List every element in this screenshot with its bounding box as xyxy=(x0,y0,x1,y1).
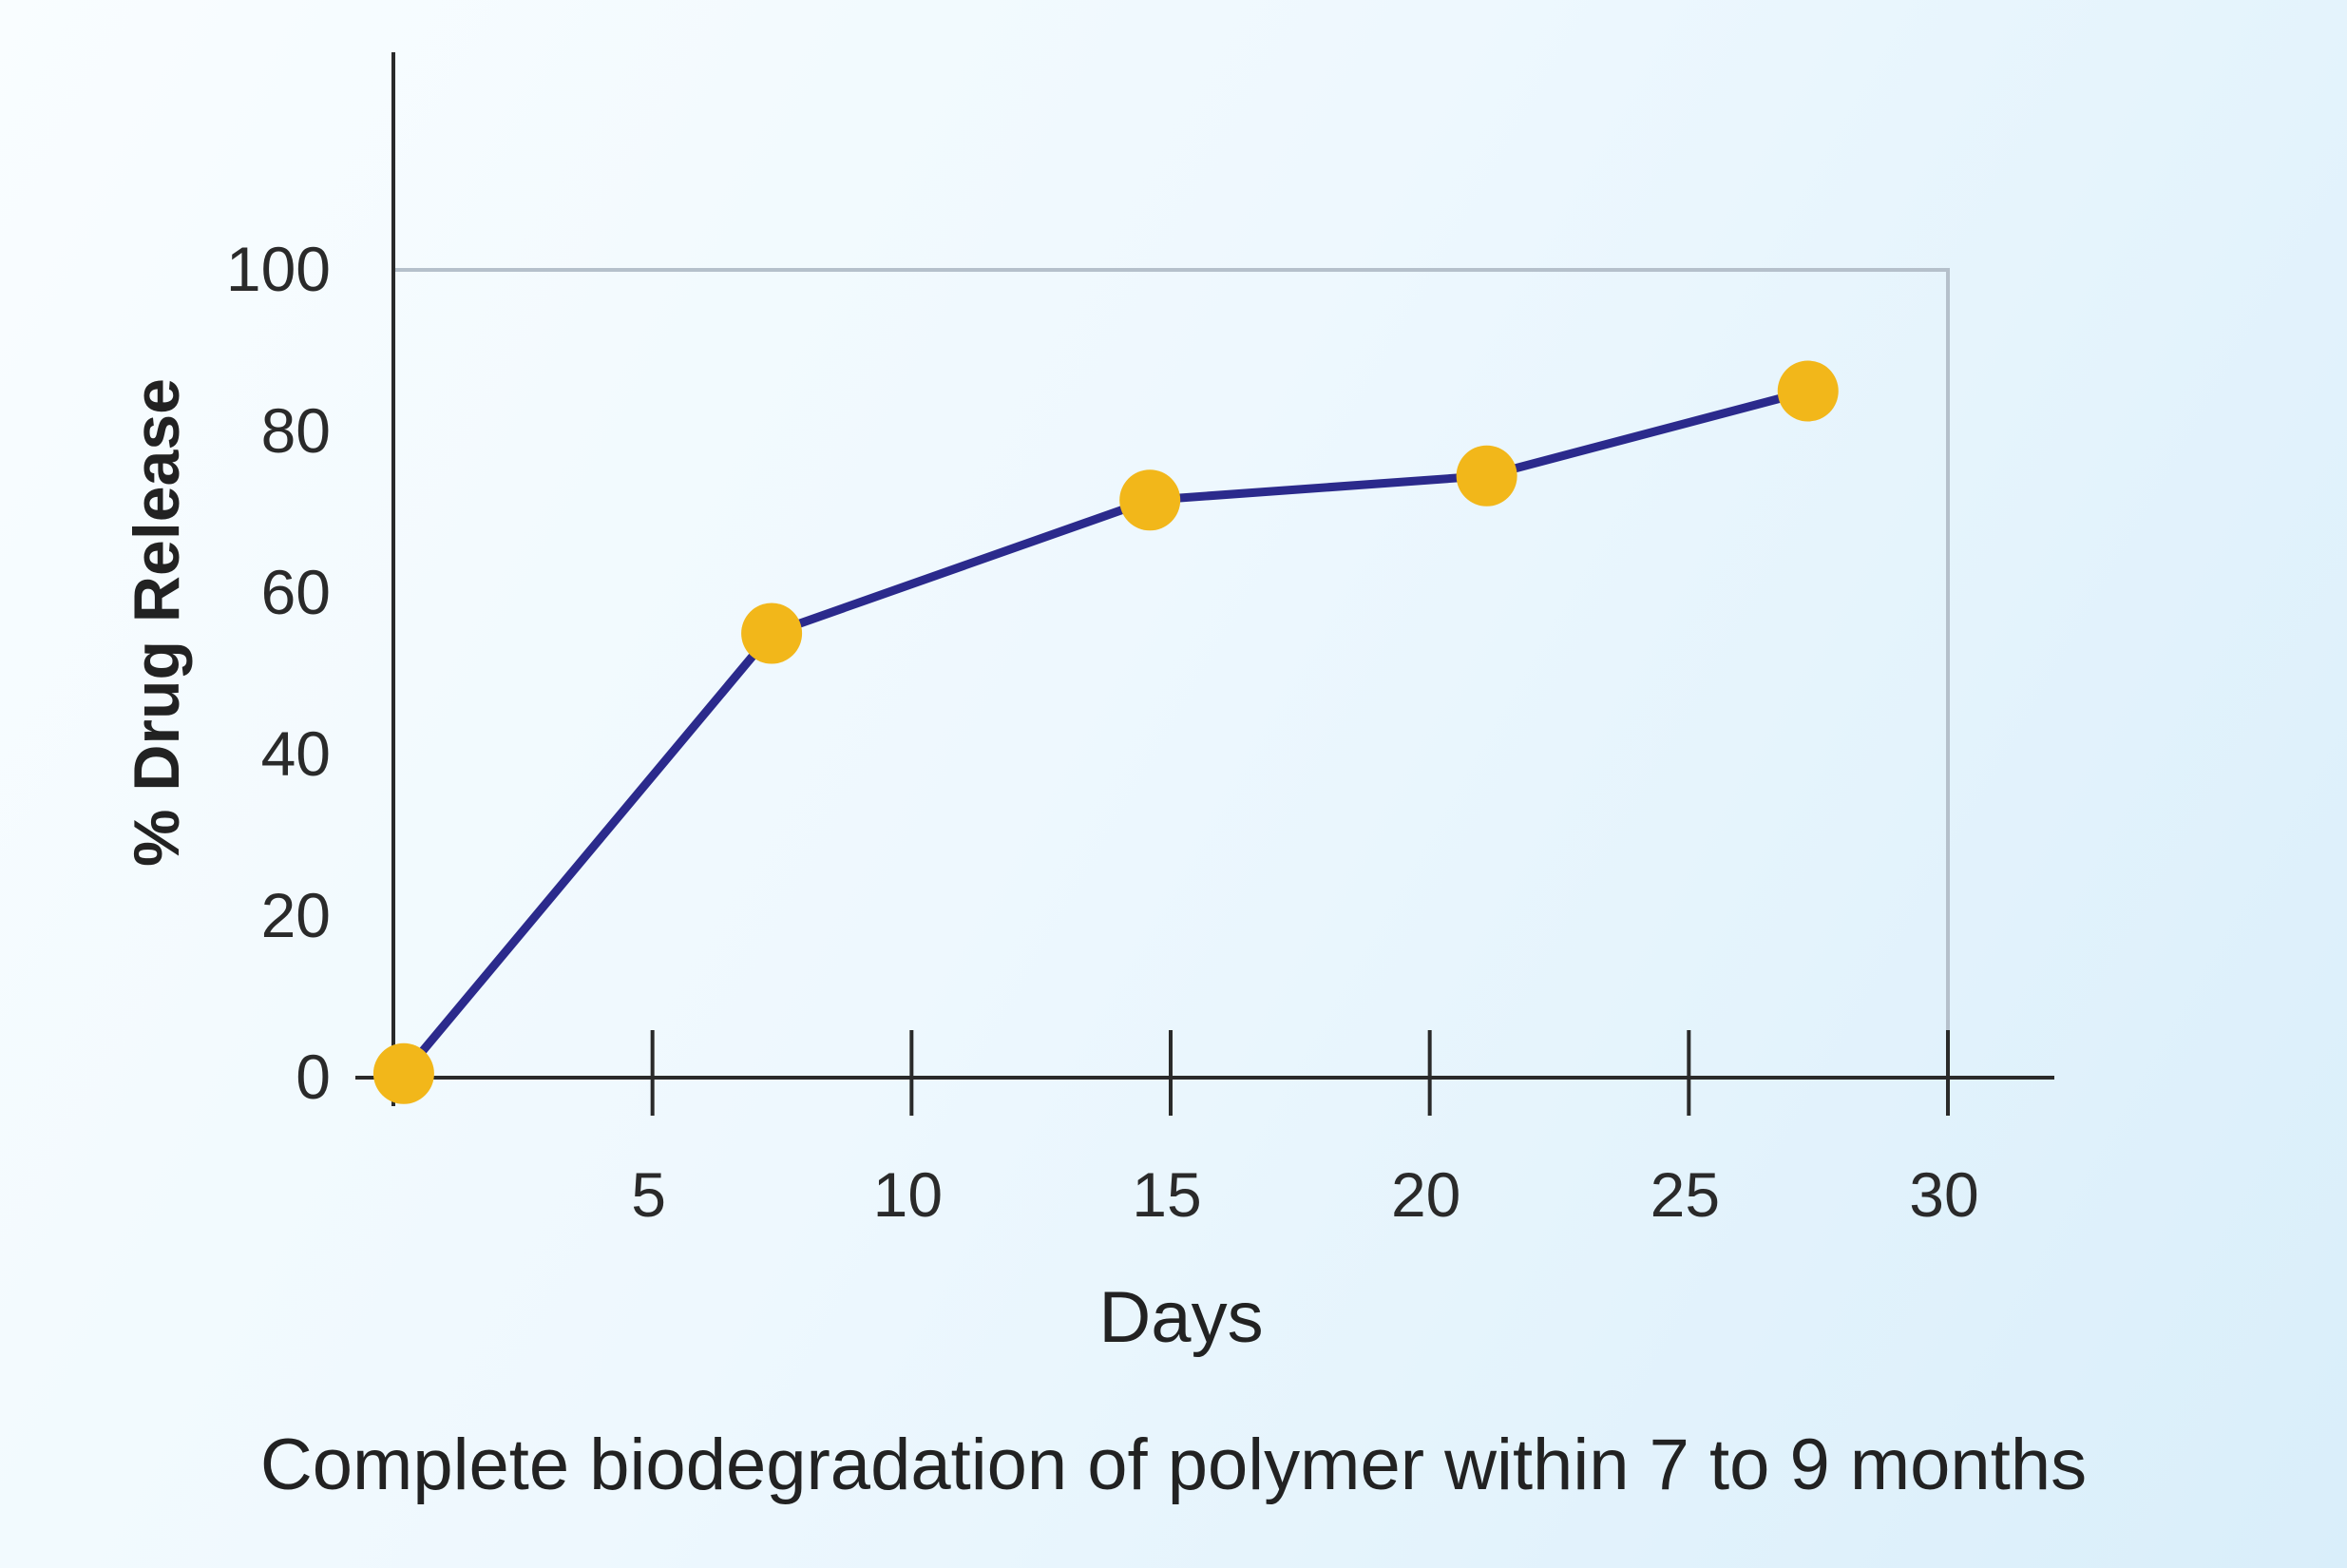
plot-frame xyxy=(393,268,1950,1078)
x-axis-title: Days xyxy=(1098,1277,1263,1358)
data-point xyxy=(1777,360,1839,422)
y-tick-label: 100 xyxy=(226,234,331,304)
x-tick-label: 30 xyxy=(1909,1159,1978,1230)
x-tick-label: 20 xyxy=(1391,1159,1460,1230)
x-tick-label: 10 xyxy=(873,1159,943,1230)
x-tick-label: 5 xyxy=(631,1159,666,1230)
data-point xyxy=(372,1042,434,1104)
x-tick-label: 15 xyxy=(1132,1159,1201,1230)
y-tick-label: 0 xyxy=(296,1042,331,1112)
chart-caption: Complete biodegradation of polymer withi… xyxy=(259,1425,2088,1505)
data-point xyxy=(1456,445,1517,507)
y-tick-label: 20 xyxy=(261,880,331,950)
data-point xyxy=(741,602,803,664)
y-tick-label: 40 xyxy=(261,718,331,789)
x-tick-label: 25 xyxy=(1651,1159,1720,1230)
y-tick-label: 80 xyxy=(261,395,331,466)
series-line xyxy=(399,387,1813,1079)
data-point xyxy=(1119,469,1181,531)
y-tick-label: 60 xyxy=(261,557,331,627)
y-axis-title: % Drug Release xyxy=(121,378,193,867)
